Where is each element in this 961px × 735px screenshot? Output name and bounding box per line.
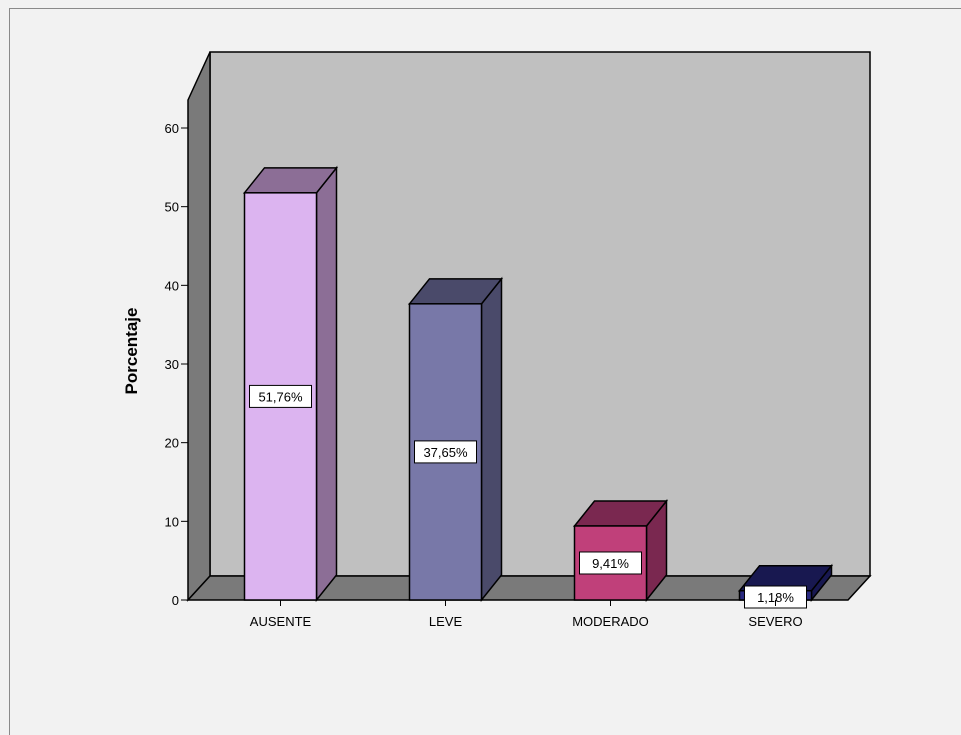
y-tick-label: 30 bbox=[165, 357, 179, 372]
y-axis: 0 10 20 30 40 50 60 bbox=[165, 100, 189, 608]
bar-side bbox=[315, 165, 338, 603]
x-axis: AUSENTE LEVE MODERADO SEVERO bbox=[250, 600, 803, 629]
bar-leve: 37,65% bbox=[407, 276, 504, 603]
bar-moderado: 9,41% bbox=[572, 498, 669, 603]
data-label-box bbox=[249, 384, 312, 408]
bar-ausente: 51,76% bbox=[242, 165, 339, 603]
y-tick-label: 40 bbox=[165, 278, 179, 293]
y-tick-label: 60 bbox=[165, 121, 179, 136]
data-label: 9,41% bbox=[592, 556, 629, 571]
data-label-box bbox=[744, 585, 807, 609]
data-label: 51,76% bbox=[258, 389, 303, 404]
y-tick-label: 0 bbox=[172, 593, 179, 608]
x-tick-label: SEVERO bbox=[748, 614, 802, 629]
side-wall bbox=[187, 51, 211, 602]
data-label-box bbox=[579, 551, 642, 575]
x-tick-label: LEVE bbox=[429, 614, 463, 629]
y-tick-label: 50 bbox=[165, 200, 179, 215]
bar-severo: 1,18% bbox=[737, 563, 834, 609]
x-tick-label: AUSENTE bbox=[250, 614, 312, 629]
data-label: 1,18% bbox=[757, 590, 794, 605]
chart-walls bbox=[186, 51, 872, 602]
data-label: 37,65% bbox=[423, 445, 468, 460]
y-tick-label: 10 bbox=[165, 514, 179, 529]
x-tick-label: MODERADO bbox=[572, 614, 649, 629]
y-tick-label: 20 bbox=[165, 436, 179, 451]
bar-side bbox=[480, 276, 503, 603]
data-label-box bbox=[414, 440, 477, 464]
bars: 51,76% 37,65% 9,41% 1,18% bbox=[242, 165, 834, 609]
y-axis-title: Porcentaje bbox=[122, 308, 141, 395]
